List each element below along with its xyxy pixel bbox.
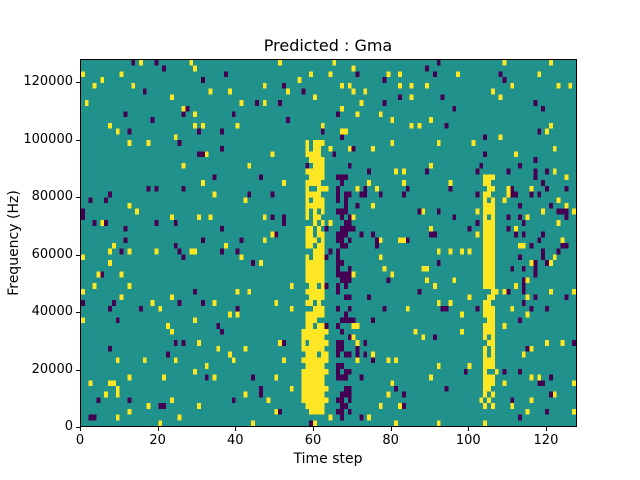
y-tick-label: 0: [64, 419, 73, 434]
x-tick-mark: [545, 427, 547, 431]
plot-area: [80, 59, 577, 427]
x-tick-mark: [80, 427, 81, 431]
y-tick-mark: [76, 427, 80, 428]
y-tick-mark: [76, 139, 80, 141]
x-tick-label: 120: [533, 433, 559, 448]
y-tick-label: 120000: [23, 74, 73, 89]
x-axis-label: Time step: [293, 451, 363, 467]
x-tick-label: 60: [304, 433, 322, 448]
x-tick-label: 0: [75, 433, 85, 448]
x-tick-label: 20: [149, 433, 166, 448]
x-tick-mark: [157, 427, 159, 431]
y-tick-mark: [76, 312, 80, 313]
x-tick-mark: [235, 427, 237, 431]
y-tick-label: 20000: [31, 361, 73, 377]
y-tick-label: 40000: [31, 304, 73, 319]
chart-title: Predicted : Gma: [263, 36, 393, 55]
x-tick-mark: [468, 427, 470, 431]
y-tick-label: 60000: [31, 246, 73, 262]
y-tick-mark: [76, 254, 80, 256]
y-tick-mark: [76, 82, 80, 83]
y-tick-label: 80000: [31, 189, 73, 204]
x-tick-label: 80: [382, 433, 399, 448]
x-tick-label: 40: [227, 433, 244, 448]
y-tick-mark: [76, 197, 80, 198]
x-tick-mark: [390, 427, 392, 431]
x-tick-label: 100: [455, 433, 481, 448]
x-tick-mark: [312, 427, 314, 431]
y-tick-mark: [76, 369, 80, 371]
heatmap-canvas: [81, 60, 576, 426]
y-axis-label: Frequency (Hz): [6, 190, 22, 296]
y-tick-label: 100000: [23, 131, 73, 147]
